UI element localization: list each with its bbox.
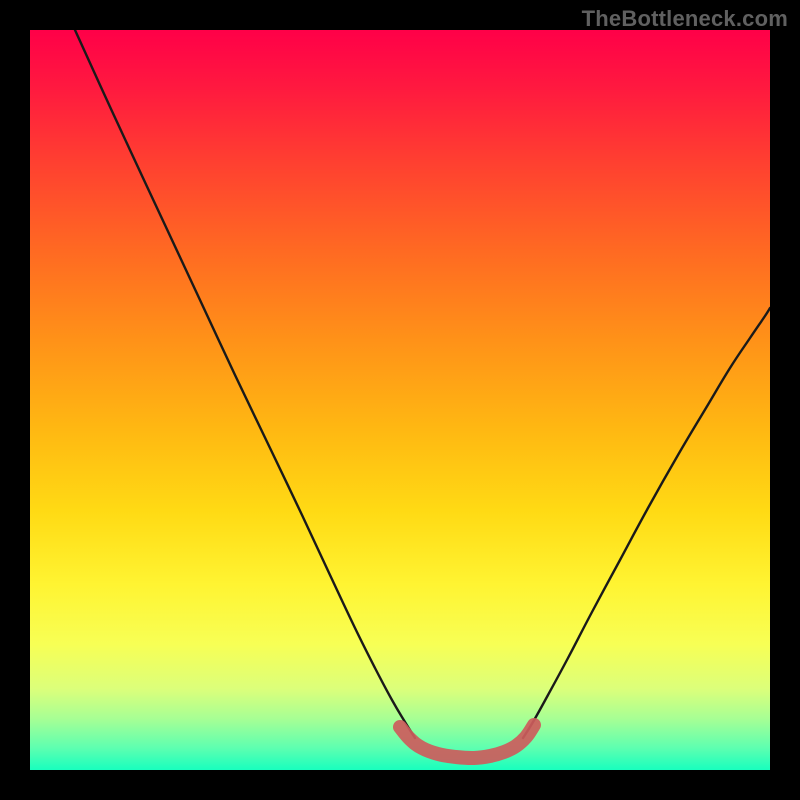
watermark-text: TheBottleneck.com [582, 6, 788, 32]
left-curve-line [75, 30, 415, 738]
tolerance-band [400, 725, 534, 758]
chart-svg [30, 30, 770, 770]
bottleneck-chart [30, 30, 770, 770]
right-curve-line [523, 308, 770, 738]
